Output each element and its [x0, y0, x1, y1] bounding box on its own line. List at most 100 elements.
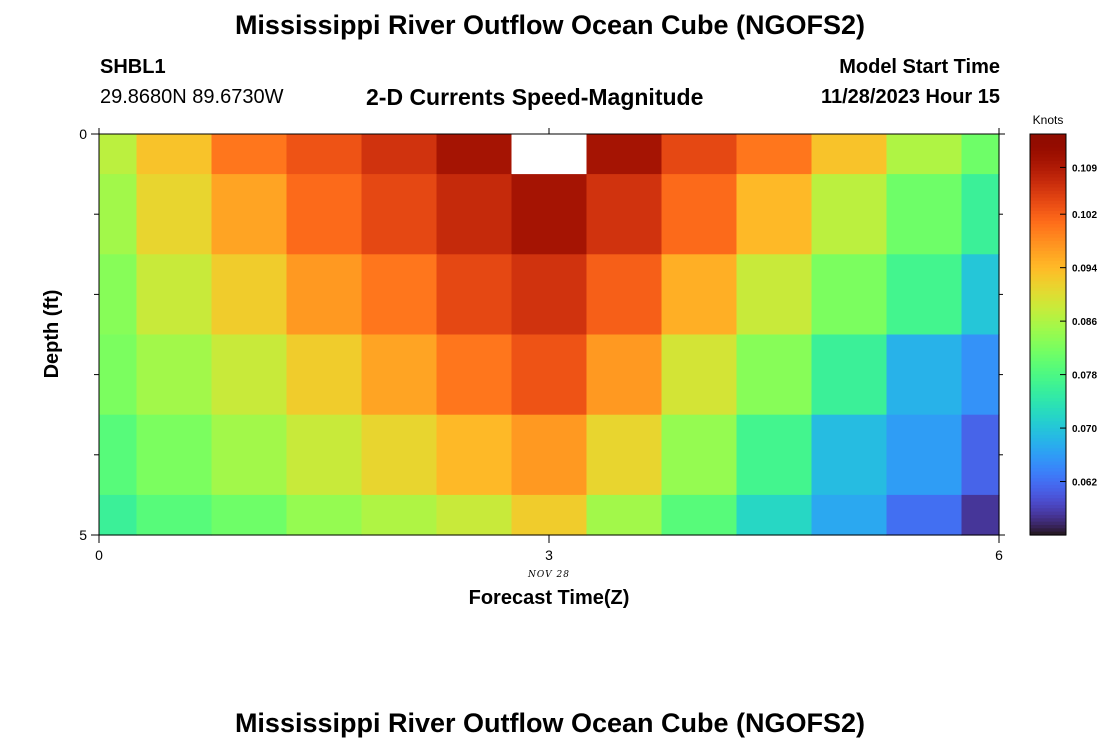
heatmap-cell-r2-c4 — [361, 254, 438, 336]
heatmap-cell-r1-c7 — [586, 174, 663, 255]
heatmap-cell-r4-c12 — [961, 414, 1000, 496]
colorbar-segment — [1030, 260, 1066, 265]
heatmap-cell-r0-c11 — [886, 134, 963, 175]
heatmap-cell-r4-c11 — [886, 414, 963, 496]
heatmap-cell-r1-c4 — [361, 174, 438, 255]
colorbar-segment — [1030, 177, 1066, 182]
colorbar-segment — [1030, 281, 1066, 285]
heatmap-cell-r2-c3 — [286, 254, 363, 336]
colorbar-segment — [1030, 381, 1066, 386]
y-tick-label-5: 5 — [79, 527, 87, 543]
colorbar-segment — [1030, 387, 1066, 392]
heatmap-cells — [99, 134, 1000, 536]
heatmap-cell-r3-c2 — [211, 334, 288, 416]
heatmap-cell-r4-c7 — [586, 414, 663, 496]
colorbar-segment — [1030, 428, 1066, 433]
colorbar-segment — [1030, 441, 1066, 446]
colorbar-segment — [1030, 331, 1066, 336]
colorbar-segment — [1030, 471, 1066, 476]
heatmap-cell-r2-c11 — [886, 254, 963, 336]
colorbar-segment — [1030, 394, 1066, 399]
colorbar-segment — [1030, 514, 1066, 519]
heatmap-cell-r2-c5 — [436, 254, 513, 336]
colorbar-segment — [1030, 150, 1066, 155]
heatmap-cell-r3-c6 — [511, 334, 588, 416]
heatmap-cell-r2-c8 — [661, 254, 738, 336]
heatmap-cell-r3-c1 — [136, 334, 213, 416]
colorbar-segment — [1030, 230, 1066, 235]
heatmap-cell-r5-c5 — [436, 494, 513, 536]
heatmap-cell-r2-c10 — [811, 254, 888, 336]
colorbar-segment — [1030, 294, 1066, 299]
colorbar-segment — [1030, 451, 1066, 456]
plot-axes: 0 3 605 — [79, 126, 1005, 563]
station-coordinates: 29.8680N 89.6730W — [100, 86, 284, 108]
colorbar-segment — [1030, 418, 1066, 422]
heatmap-cell-r3-c5 — [436, 334, 513, 416]
heatmap-cell-r2-c9 — [736, 254, 813, 336]
colorbar-unit-label: Knots — [1033, 113, 1064, 127]
heatmap-cell-r0-c9 — [736, 134, 813, 175]
colorbar-segment — [1030, 174, 1066, 179]
heatmap-cell-r3-c0 — [99, 334, 138, 416]
colorbar-segment — [1030, 314, 1066, 319]
heatmap-cell-r0-c3 — [286, 134, 363, 175]
heatmap-cell-r4-c4 — [361, 414, 438, 496]
colorbar-segment — [1030, 461, 1066, 466]
colorbar-segment — [1030, 234, 1066, 239]
heatmap-cell-r4-c6 — [511, 414, 588, 496]
colorbar-tick-label-0.102: 0.102 — [1072, 210, 1097, 221]
colorbar-segment — [1030, 391, 1066, 396]
heatmap-cell-r1-c11 — [886, 174, 963, 255]
x-axis-title: Forecast Time(Z) — [469, 587, 630, 609]
colorbar-segment — [1030, 357, 1066, 362]
colorbar-segment — [1030, 454, 1066, 459]
colorbar-segment — [1030, 397, 1066, 402]
colorbar-tick-label-0.094: 0.094 — [1072, 264, 1097, 275]
colorbar-segment — [1030, 421, 1066, 426]
model-start-label: Model Start Time — [839, 56, 1000, 78]
colorbar-segment — [1030, 444, 1066, 449]
colorbar-segment — [1030, 401, 1066, 406]
colorbar-segment — [1030, 431, 1066, 436]
colorbar-tick-label-0.086: 0.086 — [1072, 317, 1097, 328]
x-tick-label-6: 6 — [995, 547, 1003, 563]
colorbar-segment — [1030, 361, 1066, 366]
colorbar-segment — [1030, 240, 1066, 245]
heatmap-cell-r1-c8 — [661, 174, 738, 255]
heatmap-cell-r4-c9 — [736, 414, 813, 496]
colorbar-segment — [1030, 157, 1066, 162]
heatmap-cell-r5-c0 — [99, 494, 138, 536]
colorbar-tick-label-0.109: 0.109 — [1072, 163, 1097, 174]
heatmap-cell-r0-c4 — [361, 134, 438, 175]
heatmap-cell-r5-c3 — [286, 494, 363, 536]
heatmap-cell-r5-c7 — [586, 494, 663, 536]
heatmap-cell-r5-c10 — [811, 494, 888, 536]
colorbar-segment — [1030, 384, 1066, 389]
colorbar-segment — [1030, 134, 1066, 138]
colorbar-segment — [1030, 458, 1066, 463]
colorbar-segment — [1030, 304, 1066, 309]
colorbar-frame — [1029, 133, 1067, 536]
colorbar-segment — [1030, 217, 1066, 222]
heatmap-cell-r5-c12 — [961, 494, 1000, 536]
heatmap-cell-r1-c2 — [211, 174, 288, 255]
colorbar-segment — [1030, 464, 1066, 469]
colorbar-segment — [1030, 364, 1066, 369]
colorbar-segment — [1030, 210, 1066, 215]
heatmap-cell-r2-c0 — [99, 254, 138, 336]
heatmap-cell-r0-c7 — [586, 134, 663, 175]
colorbar-segment — [1030, 374, 1066, 379]
heatmap-cell-r4-c5 — [436, 414, 513, 496]
heatmap-cell-r2-c6 — [511, 254, 588, 336]
colorbar-segment — [1030, 267, 1066, 272]
colorbar-segment — [1030, 404, 1066, 409]
heatmap-cell-r5-c8 — [661, 494, 738, 536]
colorbar-segment — [1030, 297, 1066, 302]
colorbar-segment — [1030, 508, 1066, 513]
heatmap-cell-r5-c6 — [511, 494, 588, 536]
heatmap-cell-r1-c5 — [436, 174, 513, 255]
chart-subtitle: 2-D Currents Speed-Magnitude — [366, 84, 704, 110]
heatmap-cell-r1-c9 — [736, 174, 813, 255]
